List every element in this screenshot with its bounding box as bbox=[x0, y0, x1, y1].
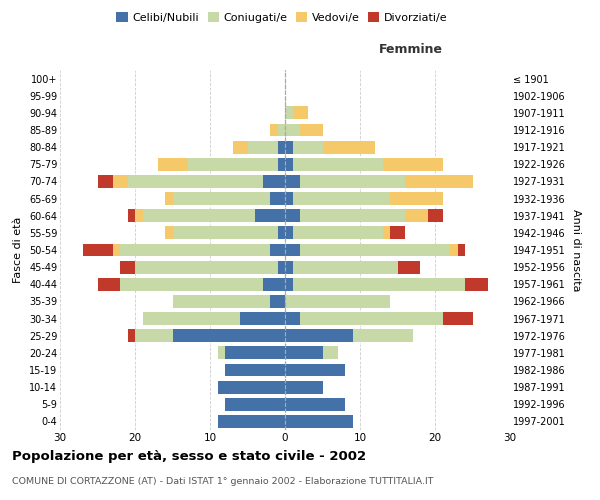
Bar bbox=[173, 192, 270, 205]
Bar bbox=[285, 140, 293, 153]
Bar bbox=[248, 140, 277, 153]
Bar bbox=[263, 278, 285, 290]
Bar bbox=[157, 158, 187, 170]
Bar bbox=[405, 175, 473, 188]
Bar bbox=[277, 140, 285, 153]
Bar bbox=[390, 192, 443, 205]
Bar bbox=[293, 192, 390, 205]
Bar bbox=[285, 380, 323, 394]
Bar bbox=[83, 244, 113, 256]
Bar bbox=[270, 192, 285, 205]
Text: Femmine: Femmine bbox=[379, 42, 443, 56]
Bar bbox=[165, 192, 173, 205]
Bar bbox=[277, 124, 285, 136]
Text: Popolazione per età, sesso e stato civile - 2002: Popolazione per età, sesso e stato civil… bbox=[12, 450, 366, 463]
Bar bbox=[277, 260, 285, 274]
Bar bbox=[285, 210, 300, 222]
Bar bbox=[225, 364, 285, 376]
Bar bbox=[383, 158, 443, 170]
Bar bbox=[165, 226, 173, 239]
Bar bbox=[300, 312, 443, 325]
Bar bbox=[218, 380, 285, 394]
Bar bbox=[218, 346, 225, 360]
Bar bbox=[443, 312, 473, 325]
Bar bbox=[173, 295, 270, 308]
Bar bbox=[113, 244, 120, 256]
Bar bbox=[285, 398, 345, 410]
Bar bbox=[285, 244, 300, 256]
Bar bbox=[143, 312, 240, 325]
Bar bbox=[300, 244, 450, 256]
Bar bbox=[293, 158, 383, 170]
Bar bbox=[143, 210, 255, 222]
Bar bbox=[270, 124, 277, 136]
Bar bbox=[285, 295, 390, 308]
Bar bbox=[450, 244, 458, 256]
Bar bbox=[285, 278, 293, 290]
Bar bbox=[277, 226, 285, 239]
Bar bbox=[383, 226, 390, 239]
Bar bbox=[128, 330, 135, 342]
Bar bbox=[285, 106, 293, 120]
Bar bbox=[135, 330, 173, 342]
Bar bbox=[270, 244, 285, 256]
Bar bbox=[225, 346, 285, 360]
Bar bbox=[135, 260, 277, 274]
Bar bbox=[120, 244, 270, 256]
Y-axis label: Fasce di età: Fasce di età bbox=[13, 217, 23, 283]
Bar bbox=[135, 210, 143, 222]
Bar bbox=[390, 226, 405, 239]
Bar bbox=[293, 260, 398, 274]
Bar bbox=[285, 415, 353, 428]
Bar bbox=[405, 210, 427, 222]
Bar bbox=[120, 278, 263, 290]
Bar bbox=[293, 106, 308, 120]
Bar bbox=[300, 124, 323, 136]
Bar bbox=[293, 140, 323, 153]
Bar bbox=[240, 312, 285, 325]
Bar bbox=[285, 330, 353, 342]
Bar bbox=[270, 295, 285, 308]
Bar bbox=[293, 278, 465, 290]
Bar bbox=[225, 398, 285, 410]
Bar bbox=[187, 158, 277, 170]
Bar bbox=[277, 158, 285, 170]
Bar bbox=[173, 330, 285, 342]
Bar bbox=[113, 175, 128, 188]
Bar bbox=[128, 175, 263, 188]
Bar bbox=[300, 210, 405, 222]
Bar bbox=[398, 260, 420, 274]
Bar bbox=[293, 226, 383, 239]
Bar bbox=[427, 210, 443, 222]
Bar bbox=[285, 260, 293, 274]
Bar bbox=[323, 140, 375, 153]
Bar bbox=[97, 278, 120, 290]
Bar bbox=[218, 415, 285, 428]
Bar bbox=[323, 346, 337, 360]
Bar bbox=[465, 278, 487, 290]
Legend: Celibi/Nubili, Coniugati/e, Vedovi/e, Divorziati/e: Celibi/Nubili, Coniugati/e, Vedovi/e, Di… bbox=[112, 8, 452, 28]
Bar bbox=[97, 175, 113, 188]
Bar bbox=[285, 124, 300, 136]
Y-axis label: Anni di nascita: Anni di nascita bbox=[571, 209, 581, 291]
Bar bbox=[285, 364, 345, 376]
Bar bbox=[285, 158, 293, 170]
Bar bbox=[458, 244, 465, 256]
Bar bbox=[300, 175, 405, 188]
Bar bbox=[120, 260, 135, 274]
Text: COMUNE DI CORTAZZONE (AT) - Dati ISTAT 1° gennaio 2002 - Elaborazione TUTTITALIA: COMUNE DI CORTAZZONE (AT) - Dati ISTAT 1… bbox=[12, 478, 433, 486]
Bar bbox=[173, 226, 277, 239]
Bar bbox=[285, 226, 293, 239]
Bar bbox=[285, 175, 300, 188]
Bar bbox=[285, 346, 323, 360]
Bar bbox=[285, 312, 300, 325]
Bar bbox=[128, 210, 135, 222]
Bar bbox=[353, 330, 413, 342]
Bar bbox=[285, 192, 293, 205]
Bar bbox=[263, 175, 285, 188]
Bar bbox=[233, 140, 248, 153]
Bar bbox=[255, 210, 285, 222]
